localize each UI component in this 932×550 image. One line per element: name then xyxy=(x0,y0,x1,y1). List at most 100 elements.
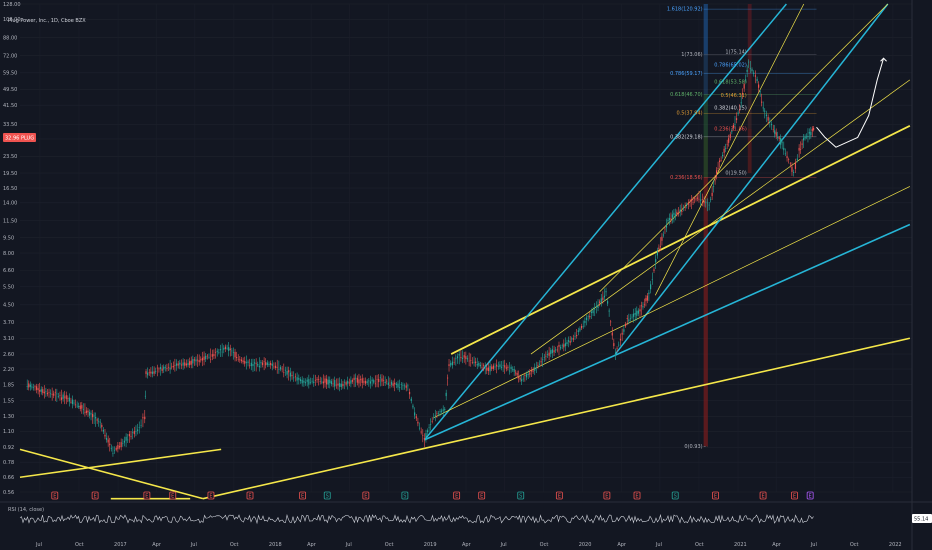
event-marker[interactable] xyxy=(633,491,641,500)
candle-body xyxy=(621,332,623,335)
event-marker[interactable] xyxy=(246,491,254,500)
event-marker[interactable] xyxy=(323,491,331,500)
event-marker[interactable] xyxy=(759,491,767,500)
candle-body xyxy=(172,365,174,368)
candle-body xyxy=(318,379,320,380)
candle-body xyxy=(810,131,812,136)
candle-body xyxy=(115,447,117,450)
event-marker[interactable] xyxy=(453,491,461,500)
candle-body xyxy=(524,375,526,376)
candle-body xyxy=(603,295,606,298)
event-marker[interactable] xyxy=(791,491,798,500)
candle-body xyxy=(343,381,346,383)
candle-body xyxy=(746,69,748,72)
x-tick-label: 2018 xyxy=(269,542,282,548)
candle-body xyxy=(28,383,30,388)
x-tick-label: Jul xyxy=(500,542,507,548)
candle-body xyxy=(478,363,480,366)
candle-body xyxy=(296,377,298,381)
candle-body xyxy=(448,364,450,367)
candle-body xyxy=(754,75,757,77)
candle-body xyxy=(223,347,225,350)
candle-body xyxy=(387,382,389,386)
projection-arrowhead xyxy=(880,57,887,62)
candle-body xyxy=(807,136,809,137)
x-tick-label: Apr xyxy=(307,542,317,548)
candle-body xyxy=(584,320,586,323)
candle-body xyxy=(426,430,429,433)
event-marker[interactable] xyxy=(603,491,611,500)
candle-body xyxy=(67,397,69,399)
candle-body xyxy=(132,432,134,433)
candle-body xyxy=(263,361,265,363)
candle-body xyxy=(163,366,165,370)
candle-body xyxy=(560,347,562,349)
candle-body xyxy=(51,394,53,395)
candle-body xyxy=(127,439,129,441)
candle-body xyxy=(81,405,83,409)
candle-body xyxy=(428,427,430,428)
x-tick-label: Jul xyxy=(655,542,662,548)
event-marker[interactable] xyxy=(207,491,215,500)
candle-body xyxy=(634,312,636,315)
price-badge-value: 32.96 xyxy=(5,136,19,142)
event-marker[interactable] xyxy=(299,491,307,500)
candle-body xyxy=(120,442,122,448)
event-marker[interactable] xyxy=(671,491,679,500)
event-marker[interactable] xyxy=(143,491,151,500)
candle-body xyxy=(648,292,650,294)
candle-body xyxy=(769,121,771,123)
candle-body xyxy=(71,399,74,404)
event-marker[interactable] xyxy=(517,491,525,500)
event-marker[interactable] xyxy=(51,491,59,500)
candle-body xyxy=(324,378,326,383)
candle-body xyxy=(548,352,550,356)
candle-body xyxy=(293,377,295,379)
candle-body xyxy=(400,384,402,386)
candle-body xyxy=(82,409,84,411)
candle-body xyxy=(45,391,47,392)
candle-body xyxy=(407,385,409,387)
event-marker[interactable] xyxy=(712,491,719,500)
event-marker[interactable] xyxy=(91,491,99,500)
candle-body xyxy=(364,380,367,384)
candle-body xyxy=(796,158,798,160)
candle-body xyxy=(205,355,207,360)
y-tick-label: 33.50 xyxy=(3,122,17,128)
candle-body xyxy=(640,305,643,307)
event-marker[interactable] xyxy=(478,491,486,500)
candle-body xyxy=(579,328,581,331)
candle-body xyxy=(91,413,94,418)
candle-body xyxy=(273,366,275,368)
candle-body xyxy=(537,365,539,367)
candle-body xyxy=(465,356,467,360)
y-tick-label: 1.85 xyxy=(3,382,14,388)
candle-body xyxy=(213,354,215,357)
candle-body xyxy=(147,372,149,376)
event-marker[interactable] xyxy=(555,491,563,500)
event-marker[interactable] xyxy=(806,491,814,500)
candle-body xyxy=(780,138,782,145)
y-tick-label: 8.00 xyxy=(3,251,14,257)
event-marker-label: E xyxy=(248,494,251,500)
candle-body xyxy=(386,380,388,382)
candle-body xyxy=(314,379,317,381)
event-marker[interactable] xyxy=(169,491,177,500)
candle-body xyxy=(76,405,78,407)
y-tick-label: 0.56 xyxy=(3,490,14,496)
candle-body xyxy=(93,415,95,417)
event-marker[interactable] xyxy=(362,491,370,500)
candle-body xyxy=(210,358,212,360)
candle-body xyxy=(182,362,184,366)
event-marker[interactable] xyxy=(401,491,409,500)
candle-body xyxy=(135,431,137,432)
candle-body xyxy=(794,162,797,169)
candle-body xyxy=(430,424,432,425)
candle-body xyxy=(455,358,457,360)
fib-label-left: 0.382(29.18) xyxy=(670,134,703,140)
trendline xyxy=(433,186,911,419)
candle-body xyxy=(808,132,810,134)
candle-body xyxy=(417,421,419,424)
candle-body xyxy=(378,378,380,383)
